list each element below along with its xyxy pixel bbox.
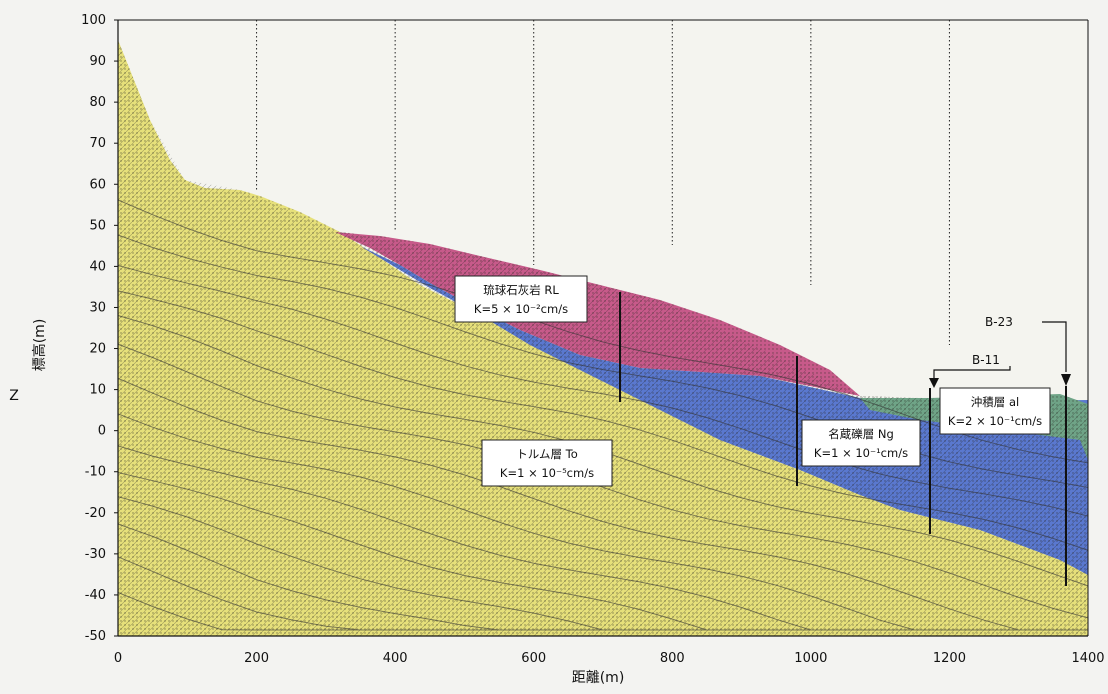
alluvium-name: 沖積層 al xyxy=(971,395,1019,409)
stratum-line xyxy=(118,592,1088,631)
ryukyu-name: 琉球石灰岩 RL xyxy=(483,283,559,297)
stratum-line xyxy=(118,290,1088,551)
label-alluvium: 沖積層 al K=2 × 10⁻¹cm/s xyxy=(939,387,1051,435)
nagura-name: 名蔵礫層 Ng xyxy=(828,427,894,441)
stratum-line xyxy=(118,343,1088,619)
x-tick-label: 1000 xyxy=(794,651,827,666)
y-tick-label: 30 xyxy=(89,300,106,315)
borehole-b23-leader xyxy=(1042,321,1067,372)
label-torumu: トルム層 To K=1 × 10⁻⁵cm/s xyxy=(481,439,613,487)
label-nagura-gravel: 名蔵礫層 Ng K=1 × 10⁻¹cm/s xyxy=(801,419,921,467)
y-tick-label: -40 xyxy=(85,588,106,603)
y-tick-label: 90 xyxy=(89,54,106,69)
torumu-name: トルム層 To xyxy=(516,447,578,461)
x-tick-label: 1400 xyxy=(1071,651,1104,666)
x-tick-label: 800 xyxy=(660,651,685,666)
x-tick-label: 1200 xyxy=(933,651,966,666)
stratum-line xyxy=(118,377,1088,631)
y-tick-label: 70 xyxy=(89,136,106,151)
y-tick-label: -30 xyxy=(85,547,106,562)
y-tick-label: 0 xyxy=(98,424,106,439)
x-tick-label: 200 xyxy=(244,651,269,666)
label-ryukyu-limestone: 琉球石灰岩 RL K=5 × 10⁻²cm/s xyxy=(454,275,588,323)
stratum-line xyxy=(118,265,1088,517)
section-dotted-lines xyxy=(256,20,950,345)
y-tick-label: 20 xyxy=(89,342,106,357)
stratum-line xyxy=(118,199,1088,464)
y-tick-label: -50 xyxy=(85,629,106,644)
y-tick-label: 100 xyxy=(81,13,106,28)
strata-lines xyxy=(118,199,1088,631)
x-axis-title: 距離(m) xyxy=(572,669,625,686)
stratum-line xyxy=(118,234,1088,488)
x-tick-label: 600 xyxy=(521,651,546,666)
borehole-b11-arrow xyxy=(929,378,939,388)
y-tick-label: -10 xyxy=(85,465,106,480)
ryukyu-k: K=5 × 10⁻²cm/s xyxy=(474,302,568,316)
nagura-k: K=1 × 10⁻¹cm/s xyxy=(814,446,908,460)
x-tick-labels: 0 200 400 600 800 1000 1200 1400 xyxy=(114,651,1105,666)
borehole-b11-label: B-11 xyxy=(972,353,1000,367)
y-tick-label: 40 xyxy=(89,259,106,274)
y-tick-label: 10 xyxy=(89,383,106,398)
y-tick-label: -20 xyxy=(85,506,106,521)
hatch-overlay xyxy=(118,40,1088,636)
y-axis-title: 標高(m) xyxy=(31,319,48,372)
borehole-b23-arrow xyxy=(1061,374,1071,386)
y-tick-label: 50 xyxy=(89,218,106,233)
z-side-label: Z xyxy=(9,388,19,404)
borehole-b23-label: B-23 xyxy=(985,315,1013,329)
x-tick-label: 400 xyxy=(383,651,408,666)
torumu-k: K=1 × 10⁻⁵cm/s xyxy=(500,466,594,480)
x-tick-label: 0 xyxy=(114,651,122,666)
y-tick-label: 80 xyxy=(89,95,106,110)
alluvium-k: K=2 × 10⁻¹cm/s xyxy=(948,414,1042,428)
y-tick-label: 60 xyxy=(89,177,106,192)
